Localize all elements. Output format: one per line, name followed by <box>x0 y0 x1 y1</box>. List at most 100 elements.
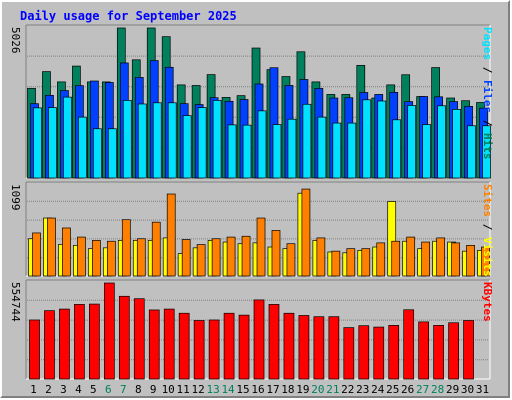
kbytes-panel-legend: KBytes <box>481 282 494 322</box>
day-label: 28 <box>431 383 444 396</box>
visits-panel-legend: Sites / Visits <box>481 184 494 277</box>
hits-panel-pages-bar <box>257 110 267 179</box>
day-label: 6 <box>105 383 112 396</box>
kbytes-panel-max-label: 554744 <box>9 282 22 322</box>
day-label: 5 <box>90 383 97 396</box>
day-label: 15 <box>236 383 249 396</box>
visits-panel-sites-bar <box>271 230 281 277</box>
kbytes-panel-kbytes-bar <box>448 322 459 380</box>
visits-panel-sites-bar <box>47 217 56 277</box>
visits-panel-legend-entry: Sites <box>481 184 494 218</box>
hits-panel-legend-entry: Hits <box>481 133 494 160</box>
hits-panel-pages-bar <box>93 128 102 179</box>
visits-panel-sites-bar <box>32 232 41 277</box>
visits-panel-sites-bar <box>196 244 206 277</box>
day-label: 12 <box>192 383 205 396</box>
kbytes-panel-kbytes-bar <box>29 319 40 380</box>
hits-panel-pages-bar <box>452 109 461 179</box>
kbytes-panel-kbytes-bar <box>358 325 370 380</box>
visits-panel-sites-bar <box>181 239 191 277</box>
kbytes-panel-kbytes-bar <box>313 316 325 380</box>
kbytes-panel-kbytes-bar <box>388 325 400 380</box>
kbytes-panel-kbytes-bar <box>44 310 55 380</box>
hits-panel-pages-bar <box>317 116 327 179</box>
day-label: 9 <box>150 383 157 396</box>
hits-panel-pages-bar <box>197 107 207 179</box>
visits-panel-sites-bar <box>331 250 341 277</box>
kbytes-panel-kbytes-bar <box>283 312 295 380</box>
visits-panel-sites-bar <box>211 238 221 277</box>
visits-panel-sites-bar <box>436 237 445 277</box>
hits-panel-pages-bar <box>212 100 222 179</box>
kbytes-panel-kbytes-bar <box>298 315 310 380</box>
day-label: 25 <box>386 383 399 396</box>
kbytes-panel-kbytes-bar <box>118 295 130 380</box>
day-label: 29 <box>446 383 459 396</box>
visits-panel-sites-bar <box>466 245 475 277</box>
day-label: 19 <box>296 383 309 396</box>
hits-panel-pages-bar <box>482 125 491 179</box>
visits-panel-legend-entry: Visits <box>481 237 494 277</box>
day-label: 1 <box>30 383 37 396</box>
kbytes-panel-kbytes-bar <box>328 316 340 380</box>
kbytes-panel-kbytes-bar <box>238 314 250 380</box>
kbytes-panel-kbytes-bar <box>208 319 220 380</box>
kbytes-panel-kbytes-bar <box>343 327 355 380</box>
hits-panel-pages-bar <box>107 128 117 179</box>
hits-panel-pages-bar <box>63 96 72 179</box>
day-label: 20 <box>311 383 324 396</box>
hits-panel-pages-bar <box>182 115 192 179</box>
day-label: 21 <box>326 383 339 396</box>
kbytes-panel-kbytes-bar <box>268 304 280 380</box>
day-label: 16 <box>251 383 264 396</box>
hits-panel-pages-bar <box>122 100 132 179</box>
day-label: 13 <box>206 383 219 396</box>
hits-panel-pages-bar <box>362 99 372 179</box>
kbytes-panel-kbytes-bar <box>178 312 190 380</box>
kbytes-panel-kbytes-bar <box>148 309 160 380</box>
hits-panel-pages-bar <box>347 122 357 179</box>
hits-panel-pages-bar <box>467 125 476 179</box>
day-label: 2 <box>45 383 52 396</box>
kbytes-panel-kbytes-bar <box>253 299 265 380</box>
day-label: 7 <box>120 383 127 396</box>
visits-panel-sites-bar <box>106 240 116 277</box>
visits-panel-sites-bar <box>92 240 101 277</box>
hits-panel-pages-bar <box>167 102 177 179</box>
hits-panel-pages-bar <box>332 122 342 179</box>
kbytes-panel-kbytes-bar <box>103 282 115 380</box>
day-label: 27 <box>416 383 429 396</box>
hits-panel-pages-bar <box>377 100 387 179</box>
visits-panel-sites-bar <box>316 237 326 277</box>
kbytes-panel-kbytes-bar <box>463 320 474 380</box>
visits-panel-sites-bar <box>361 248 371 277</box>
visits-panel-max-label: 1099 <box>9 184 22 211</box>
visits-panel-sites-bar <box>301 188 311 277</box>
day-label: 22 <box>341 383 354 396</box>
kbytes-panel-kbytes-bar <box>89 303 100 380</box>
visits-panel-sites-bar <box>481 246 490 277</box>
day-label: 3 <box>60 383 67 396</box>
kbytes-panel-kbytes-bar <box>133 298 145 380</box>
kbytes-panel-legend-entry: KBytes <box>481 282 494 322</box>
hits-panel-pages-bar <box>392 119 402 179</box>
day-label: 26 <box>401 383 414 396</box>
hits-panel-max-label: 5026 <box>9 27 22 54</box>
kbytes-panel-kbytes-bar <box>74 304 85 380</box>
hits-panel-pages-bar <box>227 124 237 179</box>
hits-panel-pages-bar <box>302 103 312 179</box>
day-label: 23 <box>356 383 369 396</box>
hits-panel-pages-bar <box>437 105 446 179</box>
kbytes-panel-kbytes-bar <box>223 312 235 380</box>
visits-panel-sites-bar <box>391 240 401 277</box>
hits-panel-pages-bar <box>78 116 87 179</box>
visits-panel-sites-bar <box>376 242 386 277</box>
day-label: 10 <box>162 383 175 396</box>
visits-panel-sites-bar <box>406 236 416 277</box>
kbytes-panel-kbytes-bar <box>163 308 175 380</box>
chart-title: Daily usage for September 2025 <box>20 9 237 23</box>
visits-panel-sites-bar <box>77 236 86 277</box>
day-label: 30 <box>461 383 474 396</box>
day-label: 14 <box>221 383 235 396</box>
